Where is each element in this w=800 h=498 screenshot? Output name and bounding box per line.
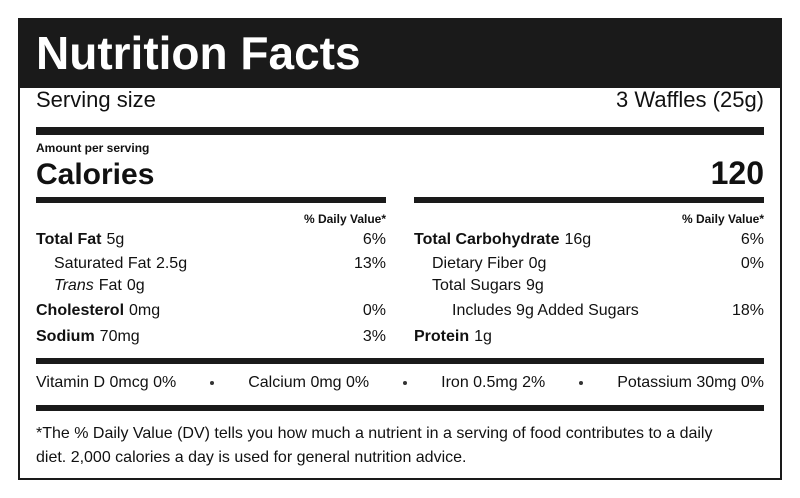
vitamin-row: Vitamin D 0mcg 0% Calcium 0mg 0% Iron 0.5m… xyxy=(36,374,764,392)
nutrient-name: Protein xyxy=(414,328,470,345)
separator-dot xyxy=(579,381,584,385)
nutrient-row: Total Sugars 9g xyxy=(432,277,544,295)
calories-label: Calories xyxy=(36,158,155,191)
nutrient-name: Dietary Fiber xyxy=(432,255,524,272)
divider xyxy=(36,127,764,135)
nutrient-row: Saturated Fat 2.5g xyxy=(54,255,187,273)
footnote: *The % Daily Value (DV) tells you how mu… xyxy=(36,425,713,442)
nutrient-row: Total Carbohydrate 16g xyxy=(414,231,591,249)
amount-label: Amount per serving xyxy=(36,141,150,155)
nutrient-amount: 0g xyxy=(126,277,145,294)
nutrient-row: Includes 9g Added Sugars xyxy=(452,302,639,320)
serving-label: Serving size xyxy=(36,87,156,112)
serving-value: 3 Waffles (25g) xyxy=(616,87,764,112)
vitamin: Potassium 30mg 0% xyxy=(617,374,764,391)
nutrient-row: Trans Fat 0g xyxy=(54,277,145,295)
divider xyxy=(414,197,764,203)
nutrient-name: Fat xyxy=(98,277,122,294)
daily-value: 13% xyxy=(353,255,386,272)
divider xyxy=(36,405,764,411)
daily-value: 0% xyxy=(740,255,764,272)
nutrient-amount: 70mg xyxy=(99,328,140,345)
nutrient-name: Total Fat xyxy=(36,231,102,248)
daily-value: 6% xyxy=(740,231,764,248)
nutrient-name: Saturated Fat xyxy=(54,255,151,272)
nutrient-name: Total Carbohydrate xyxy=(414,231,560,248)
nutrient-amount: 1g xyxy=(474,328,492,345)
nutrient-name: Includes 9g Added Sugars xyxy=(452,302,639,319)
calories-value: 120 xyxy=(710,155,764,191)
nutrient-amount: 9g xyxy=(525,277,544,294)
nutrient-row: Total Fat 5g xyxy=(36,231,124,249)
daily-value: 0% xyxy=(362,302,386,319)
nutrient-row: Dietary Fiber 0g xyxy=(432,255,546,273)
nutrient-name-italic: Trans xyxy=(54,277,94,294)
title: Nutrition Facts xyxy=(36,27,361,79)
header-band xyxy=(20,20,780,88)
nutrient-row: Sodium 70mg xyxy=(36,328,140,346)
daily-value: 18% xyxy=(731,302,764,319)
nutrient-amount: 0g xyxy=(528,255,547,272)
dv-header: % Daily Value* xyxy=(303,212,386,226)
nutrient-amount: 16g xyxy=(564,231,592,248)
nutrient-name: Sodium xyxy=(36,328,95,345)
footnote: diet. 2,000 calories a day is used for g… xyxy=(36,449,467,466)
divider xyxy=(36,358,764,364)
label-border xyxy=(18,18,782,480)
daily-value: 3% xyxy=(362,328,386,345)
nutrient-amount: 0mg xyxy=(129,302,161,319)
nutrient-name: Total Sugars xyxy=(432,277,521,294)
daily-value: 6% xyxy=(362,231,386,248)
vitamin: Vitamin D 0mcg 0% xyxy=(36,374,177,391)
vitamin: Iron 0.5mg 2% xyxy=(441,374,546,391)
nutrient-amount: 2.5g xyxy=(155,255,188,272)
nutrient-row: Protein 1g xyxy=(414,328,492,346)
separator-dot xyxy=(210,381,215,385)
separator-dot xyxy=(403,381,408,385)
divider xyxy=(36,197,386,203)
nutrient-name: Cholesterol xyxy=(36,302,125,319)
dv-header: % Daily Value* xyxy=(681,212,764,226)
nutrient-amount: 5g xyxy=(106,231,125,248)
nutrient-row: Cholesterol 0mg xyxy=(36,302,160,320)
vitamin: Calcium 0mg 0% xyxy=(248,374,370,391)
